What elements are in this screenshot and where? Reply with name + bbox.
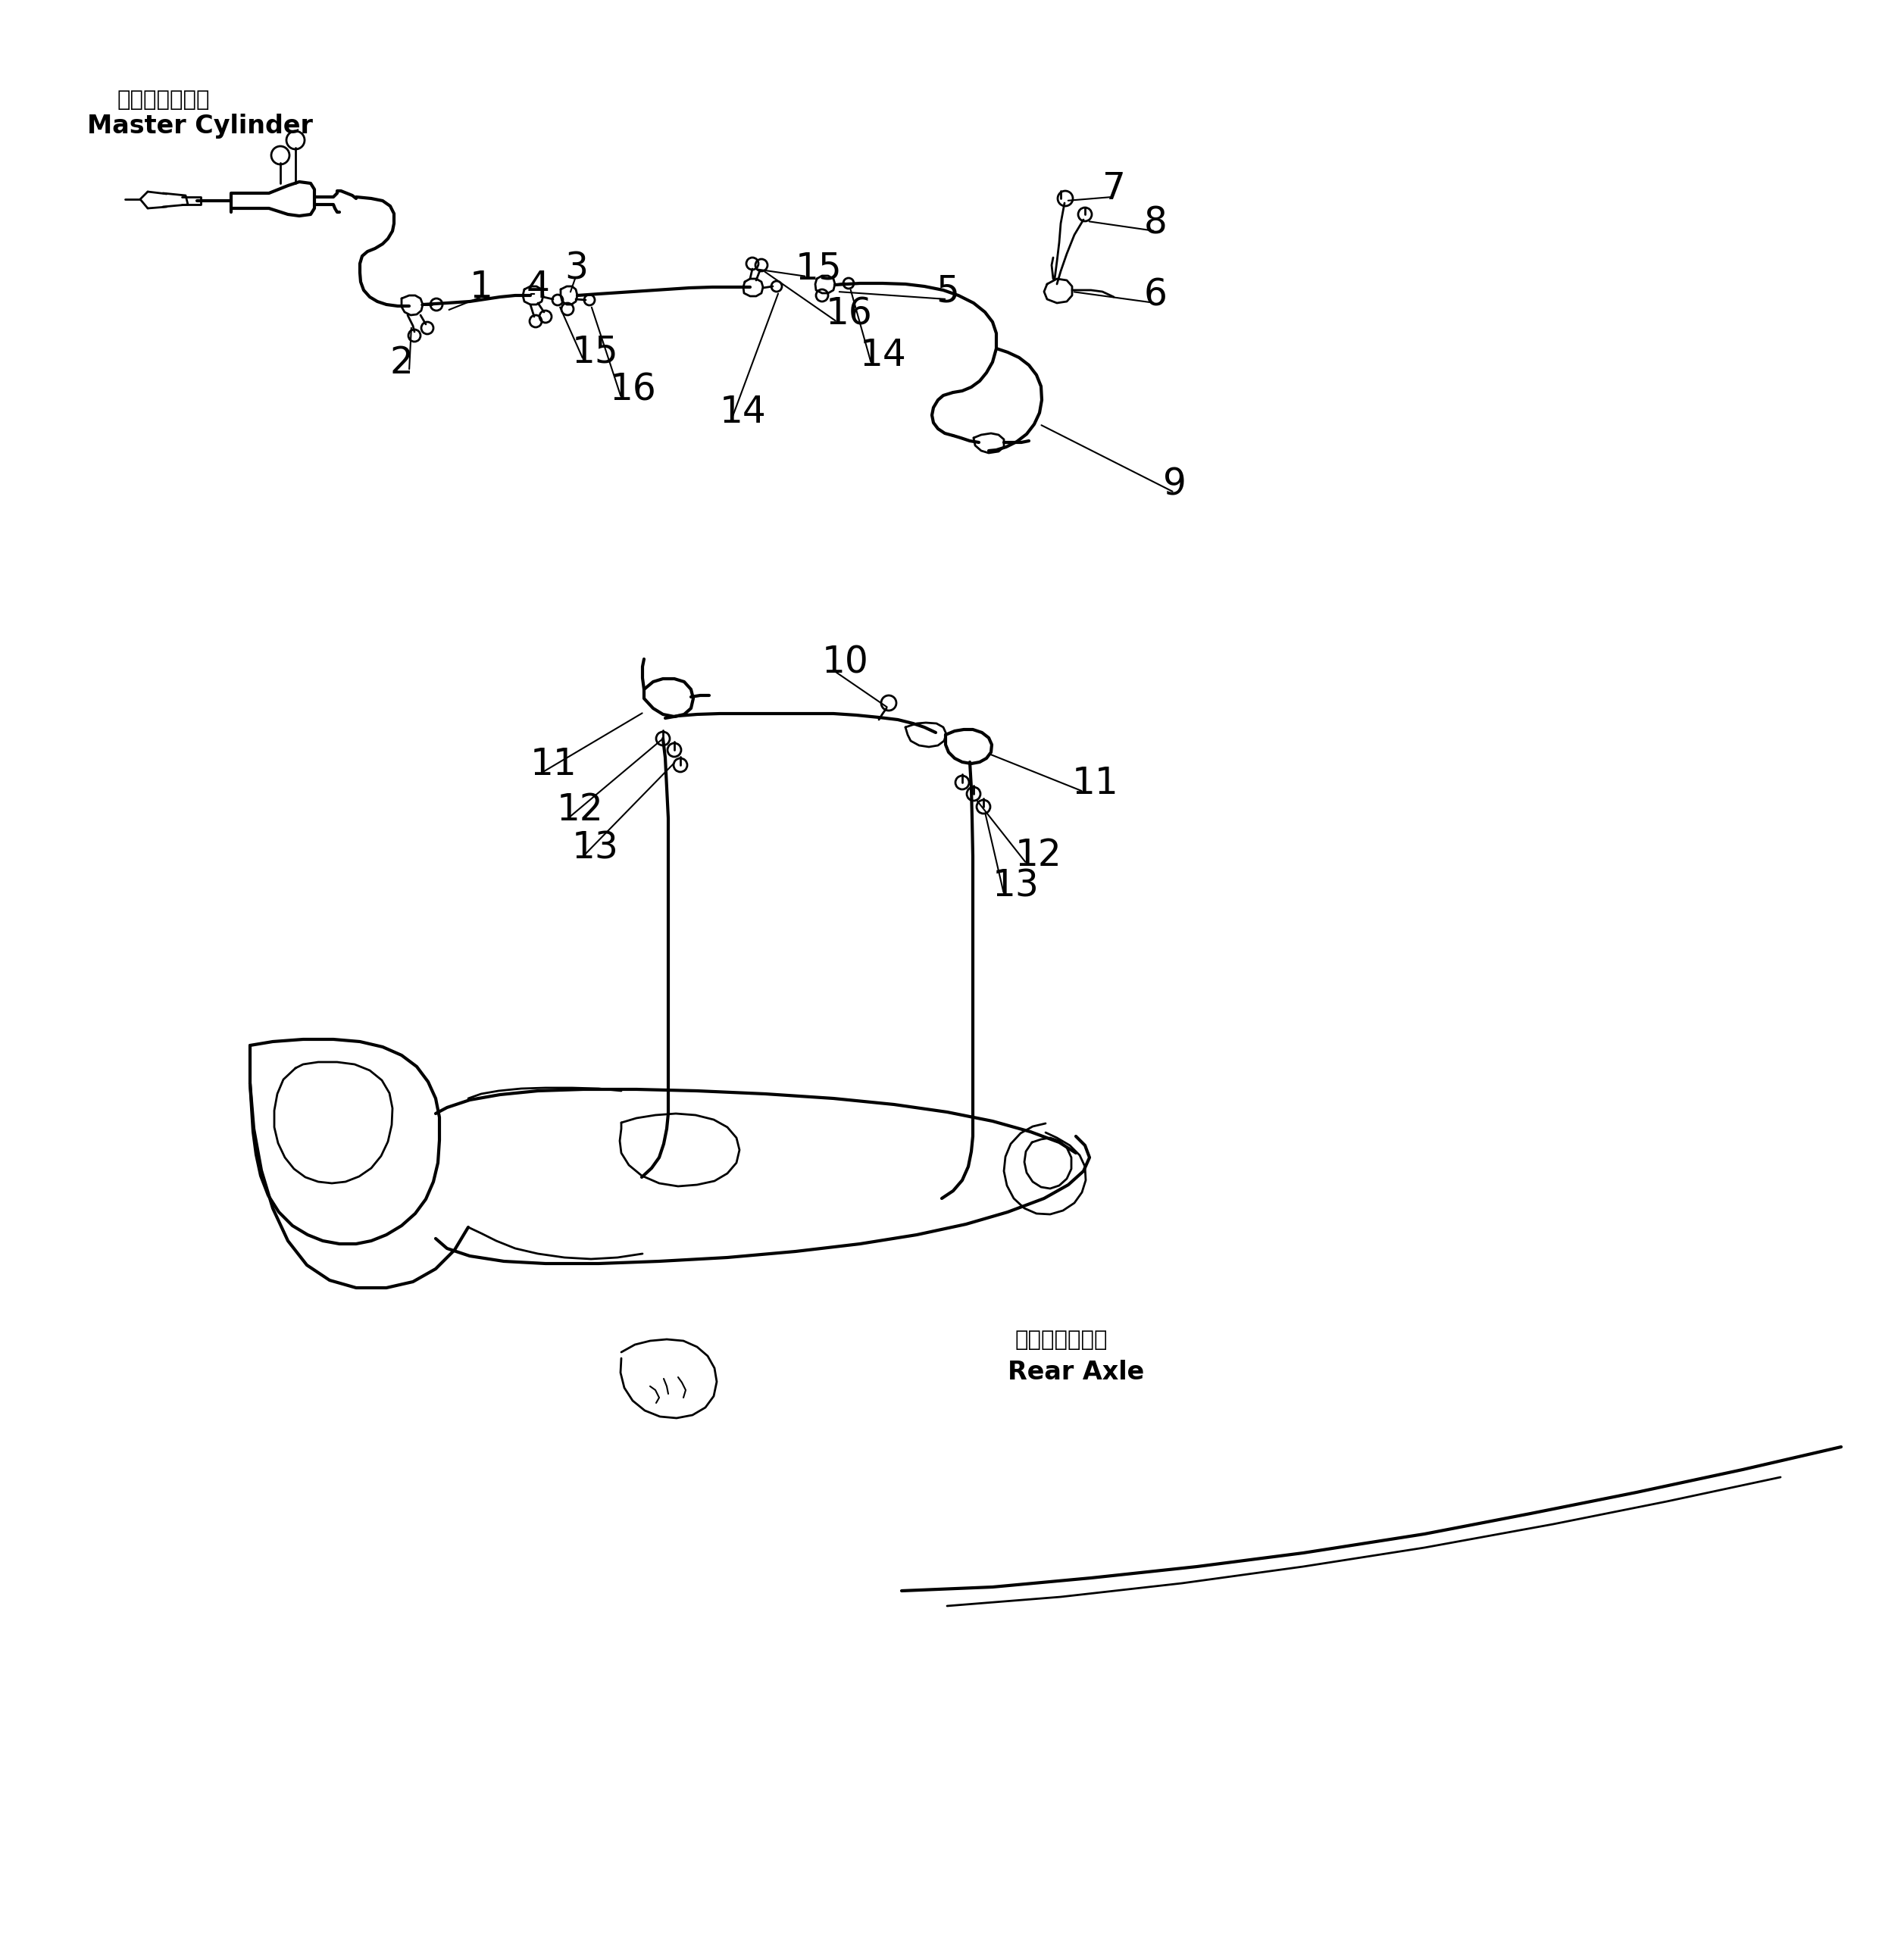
- Text: 3: 3: [564, 250, 588, 287]
- Text: 14: 14: [861, 337, 906, 374]
- Text: 16: 16: [609, 372, 657, 407]
- Text: 2: 2: [390, 345, 413, 382]
- Text: 10: 10: [823, 643, 868, 680]
- Text: 13: 13: [992, 868, 1040, 905]
- Text: 12: 12: [556, 792, 604, 827]
- Text: Rear Axle: Rear Axle: [1007, 1360, 1144, 1385]
- Text: 1: 1: [470, 269, 493, 306]
- Text: 9: 9: [1163, 467, 1186, 502]
- Text: 11: 11: [1072, 765, 1120, 802]
- Text: 7: 7: [1102, 170, 1125, 207]
- Text: 12: 12: [1015, 837, 1062, 874]
- Text: 14: 14: [720, 393, 767, 430]
- Text: 16: 16: [826, 296, 872, 331]
- Text: 11: 11: [531, 746, 577, 783]
- Text: マスタシリンダ: マスタシリンダ: [118, 89, 209, 110]
- Text: 8: 8: [1144, 205, 1167, 240]
- Text: 13: 13: [571, 829, 619, 866]
- Text: 5: 5: [935, 273, 960, 310]
- Text: 15: 15: [571, 333, 619, 370]
- Text: 15: 15: [796, 250, 842, 287]
- Text: Master Cylinder: Master Cylinder: [88, 114, 312, 139]
- Text: 4: 4: [527, 269, 550, 306]
- Text: 6: 6: [1144, 277, 1167, 314]
- Text: リヤーアクスル: リヤーアクスル: [1015, 1329, 1108, 1350]
